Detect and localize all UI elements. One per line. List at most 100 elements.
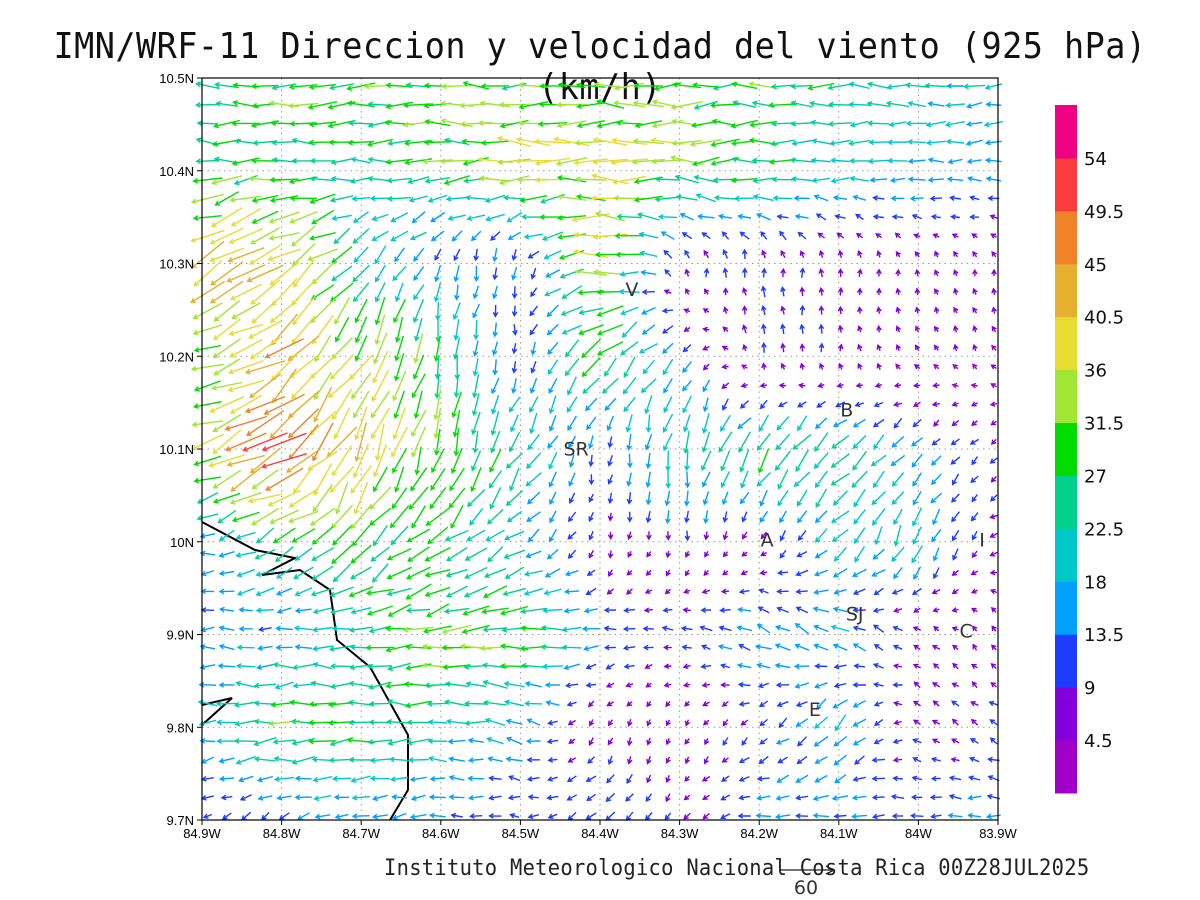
wind-vector	[953, 325, 959, 333]
wind-vector	[758, 414, 770, 432]
wind-vector	[704, 551, 710, 558]
wind-vector	[256, 775, 273, 783]
wind-vector	[526, 756, 540, 763]
wind-vector	[931, 719, 941, 725]
wind-vector	[759, 737, 768, 745]
wind-vector	[946, 176, 964, 183]
wind-vector	[869, 177, 888, 183]
wind-vector	[291, 737, 316, 746]
wind-vector	[953, 250, 959, 258]
wind-vector	[646, 719, 652, 727]
wind-vector	[414, 446, 422, 476]
wind-vector	[703, 531, 710, 541]
wind-vector	[948, 775, 962, 782]
wind-vector	[831, 795, 849, 801]
wind-vector	[331, 245, 353, 264]
wind-vector	[950, 438, 960, 446]
wind-vector	[561, 626, 582, 633]
wind-vector	[830, 157, 850, 164]
wind-vector	[702, 491, 710, 506]
wind-vector	[722, 287, 729, 296]
wind-vector	[430, 230, 445, 242]
wind-vector	[904, 82, 929, 89]
wind-vector	[866, 100, 891, 107]
wind-vector	[391, 812, 407, 820]
wind-vector	[353, 481, 369, 515]
wind-vector	[563, 663, 581, 671]
wind-vector	[472, 373, 480, 399]
wind-vector	[851, 470, 868, 489]
x-tick-label: 83.9W	[979, 826, 1017, 841]
wind-vector	[948, 793, 962, 800]
wind-vector	[891, 214, 904, 220]
wind-vector	[852, 700, 867, 708]
wind-vector	[492, 285, 498, 300]
wind-vector	[564, 357, 580, 377]
wind-vector	[605, 663, 615, 670]
wind-vector	[512, 324, 518, 336]
wind-vector	[876, 324, 882, 333]
wind-vector	[568, 738, 576, 745]
wind-vector	[505, 489, 524, 507]
wind-vector	[465, 194, 487, 201]
wind-vector	[520, 607, 547, 615]
wind-vector	[568, 454, 575, 468]
wind-vector	[732, 100, 757, 108]
wind-vector	[394, 335, 405, 362]
wind-vector	[738, 775, 750, 782]
wind-vector	[663, 378, 673, 394]
wind-vector	[722, 398, 729, 411]
wind-vector	[701, 431, 711, 453]
wind-vector	[759, 510, 769, 523]
wind-vector	[952, 364, 959, 370]
wind-vector	[331, 214, 352, 221]
wind-vector	[202, 813, 213, 819]
wind-vector	[462, 157, 489, 166]
wind-vector	[543, 250, 562, 260]
wind-vector	[779, 530, 787, 542]
wind-vector	[914, 325, 921, 333]
wind-vector	[910, 794, 923, 801]
wind-vector	[611, 137, 647, 145]
wind-vector	[722, 551, 729, 558]
wind-vector	[971, 456, 979, 466]
wind-vector	[412, 354, 425, 380]
wind-vector	[849, 157, 870, 164]
wind-vector	[702, 719, 710, 726]
wind-vector	[561, 644, 582, 651]
wind-vector	[503, 681, 525, 688]
wind-vector	[632, 138, 664, 145]
wind-vector	[799, 267, 806, 278]
wind-vector	[876, 268, 882, 277]
wind-vector	[855, 232, 864, 239]
wind-vector	[893, 401, 903, 408]
wind-vector	[965, 121, 983, 127]
wind-vector	[445, 718, 468, 725]
wind-vector	[721, 757, 729, 763]
wind-vector	[777, 756, 789, 764]
wind-vector	[720, 663, 730, 669]
wind-vector	[934, 288, 940, 295]
wind-vector	[795, 718, 809, 727]
wind-vector	[193, 455, 222, 467]
wind-vector	[193, 476, 222, 484]
place-label: I	[979, 529, 985, 551]
wind-vector	[331, 544, 353, 565]
wind-vector	[834, 714, 847, 732]
wind-vector	[793, 195, 810, 202]
wind-vector	[502, 194, 526, 201]
wind-vector	[774, 813, 791, 820]
wind-vector	[834, 774, 847, 784]
wind-vector	[209, 396, 245, 413]
wind-vector	[623, 396, 636, 413]
wind-vector	[192, 302, 223, 320]
wind-vector	[932, 607, 940, 613]
wind-vector	[914, 250, 920, 258]
wind-vector	[951, 682, 959, 688]
wind-vector	[313, 386, 333, 423]
wind-vector	[326, 426, 358, 458]
wind-vector	[778, 717, 788, 729]
wind-vector	[193, 260, 223, 287]
wind-vector	[683, 812, 691, 820]
wind-vector	[867, 81, 890, 90]
